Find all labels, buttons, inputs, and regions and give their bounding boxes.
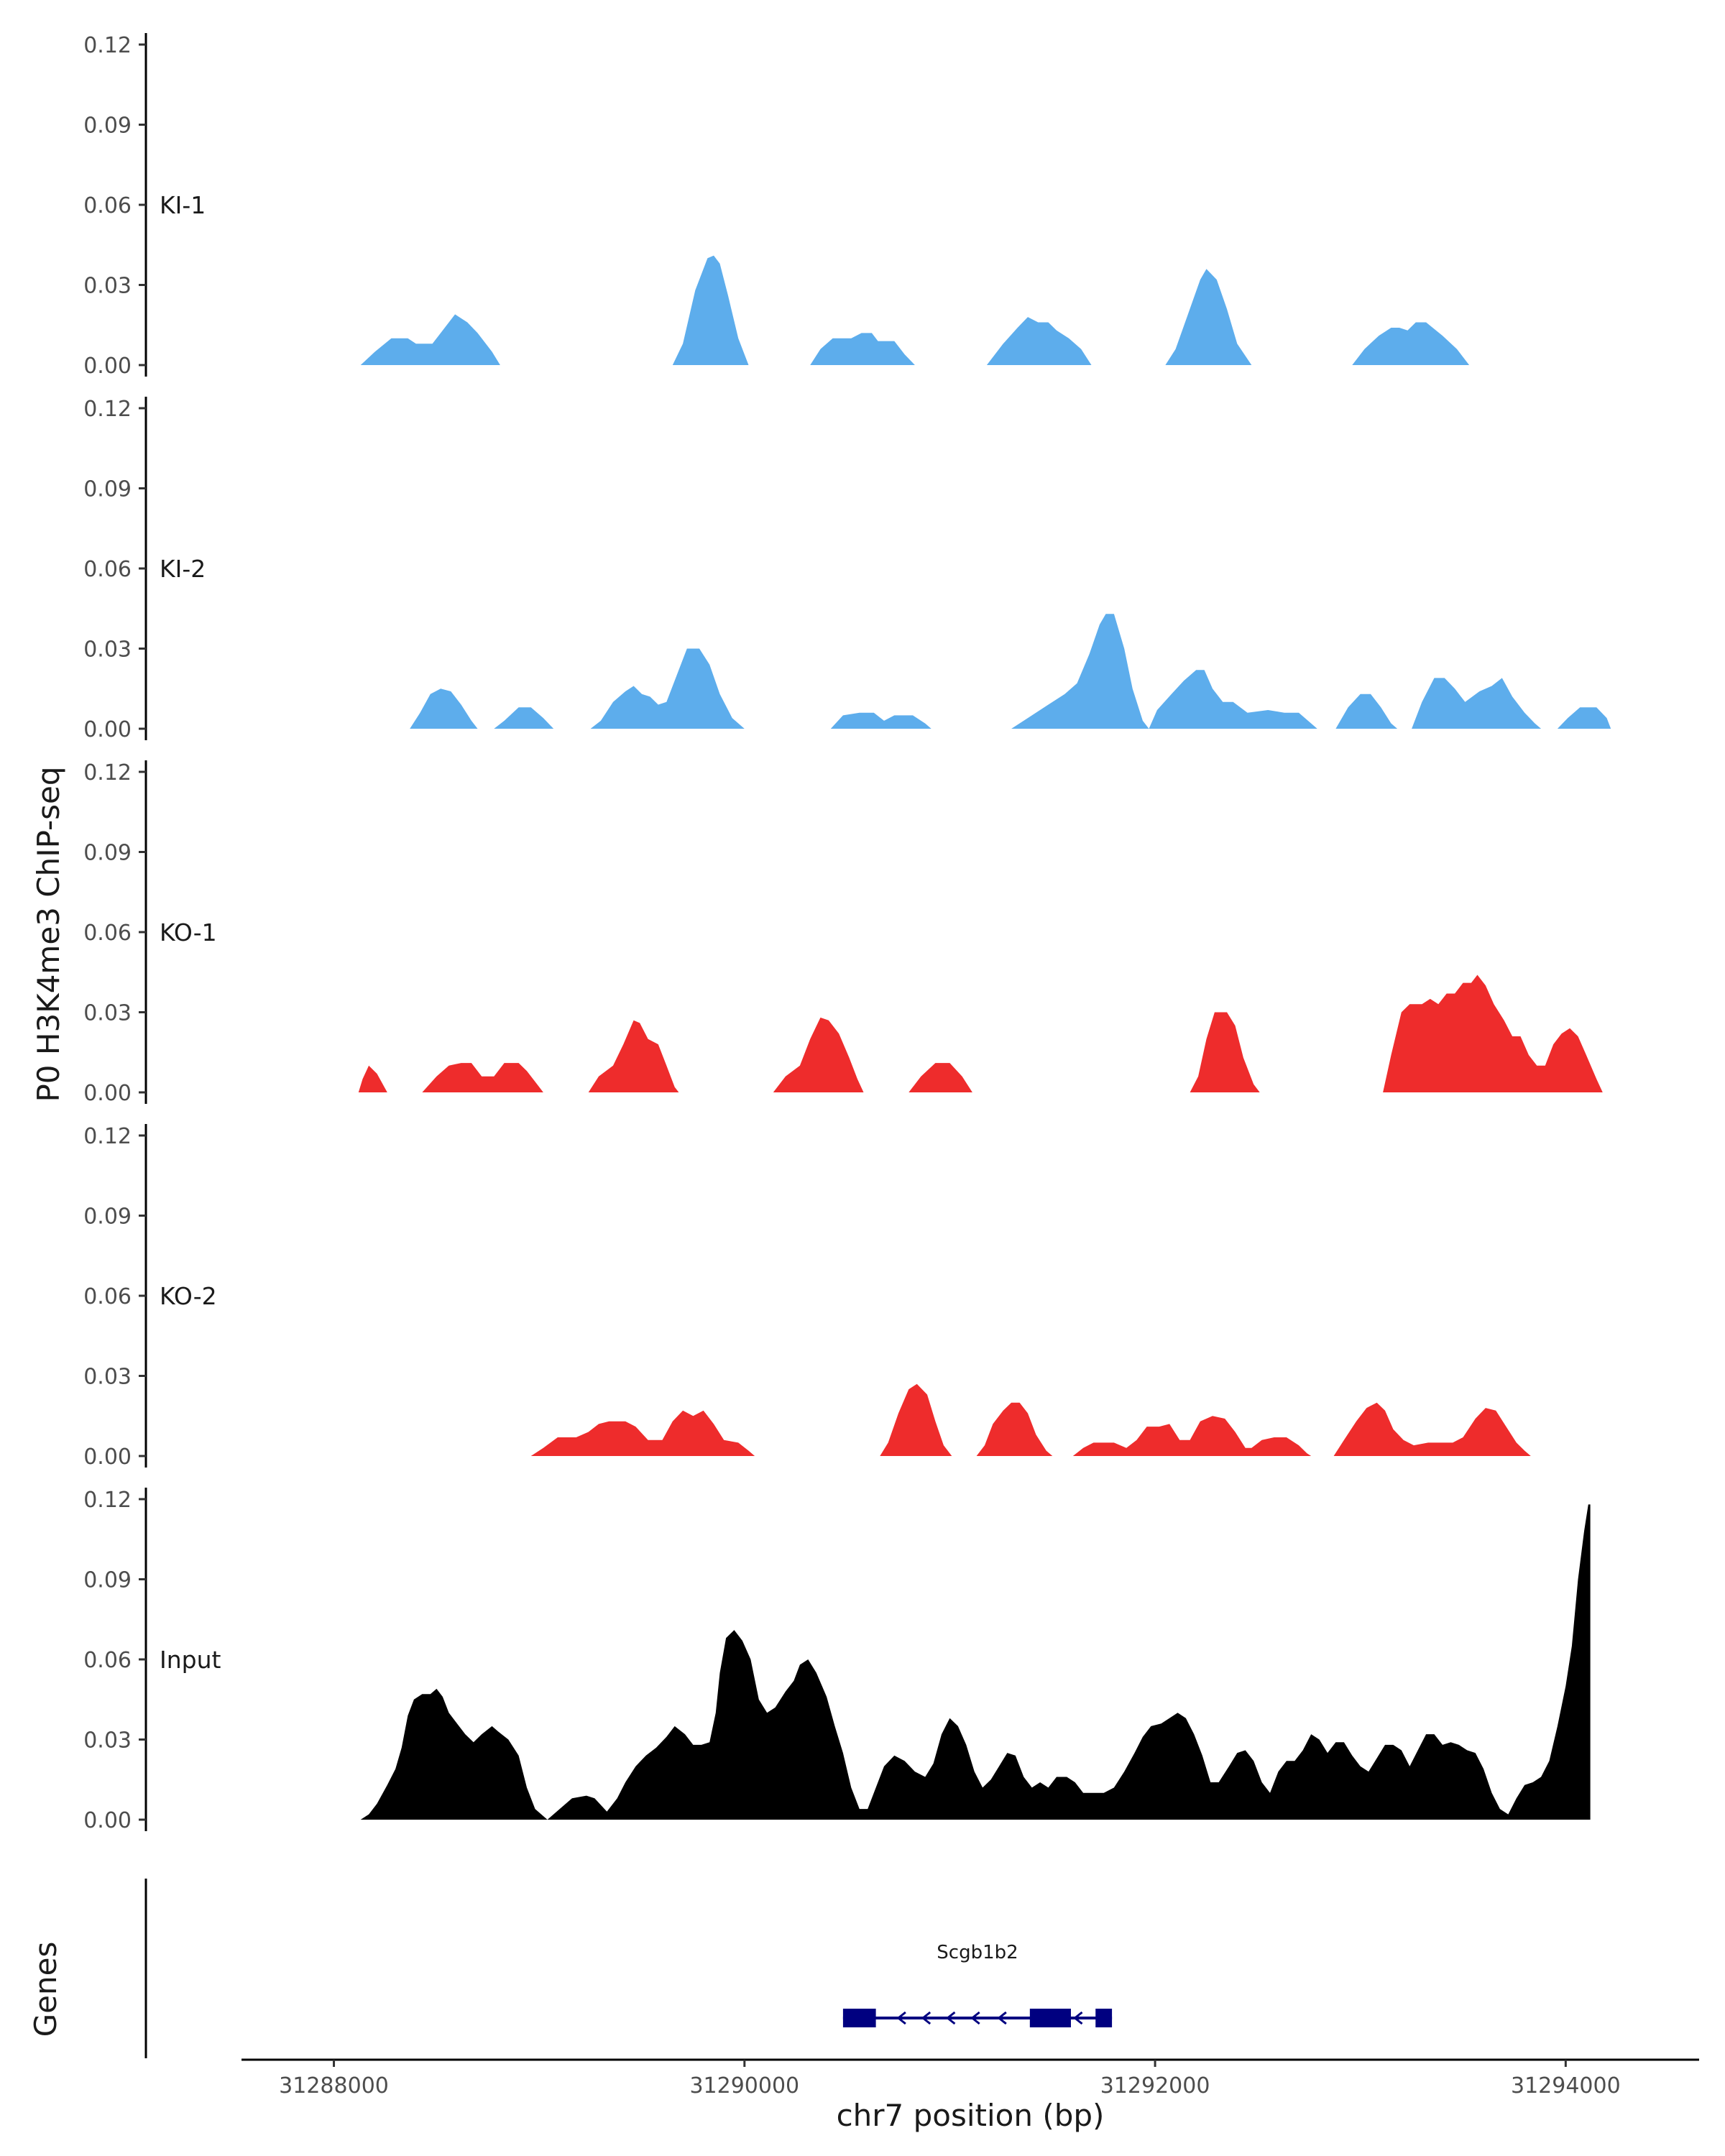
signal-area <box>410 614 1611 729</box>
y-tick-label: 0.09 <box>83 477 132 502</box>
y-tick-label: 0.12 <box>83 760 132 786</box>
track-ki-1: 0.12 0.09 0.06 0.03 0.00 KI-1 <box>83 33 1470 379</box>
y-tick-label: 0.03 <box>83 637 132 663</box>
gene-exon <box>842 2009 876 2027</box>
y-tick-label: 0.03 <box>83 1365 132 1390</box>
signal-tracks: 0.12 0.09 0.06 0.03 0.00 KI-1 0.12 0.09 0.06 0.03… <box>83 33 1611 1833</box>
track-label: KI-1 <box>160 191 206 219</box>
y-tick-label: 0.00 <box>83 1081 132 1106</box>
x-axis: 31288000 31290000 31292000 31294000 <box>242 2058 1699 2099</box>
y-tick-label: 0.09 <box>83 841 132 866</box>
y-tick-label: 0.09 <box>83 114 132 139</box>
strand-arrow <box>921 2011 932 2025</box>
y-tick-label: 0.06 <box>83 921 132 946</box>
y-tick-label: 0.00 <box>83 1808 132 1833</box>
y-tick-label: 0.06 <box>83 1284 132 1309</box>
x-tick-label: 31292000 <box>1100 2073 1210 2099</box>
y-tick-label: 0.03 <box>83 1728 132 1754</box>
signal-area <box>358 975 1603 1092</box>
track-ko-1: 0.12 0.09 0.06 0.03 0.00 KO-1 <box>83 760 1603 1106</box>
track-label: KO-2 <box>160 1282 217 1310</box>
gene-exon <box>1095 2009 1113 2027</box>
track-ki-2: 0.12 0.09 0.06 0.03 0.00 KI-2 <box>83 397 1611 742</box>
gene-name-label: Scgb1b2 <box>937 1942 1018 1963</box>
y-tick-label: 0.12 <box>83 1488 132 1513</box>
y-tick-label: 0.06 <box>83 557 132 582</box>
y-tick-label: 0.03 <box>83 274 132 299</box>
track-ko-2: 0.12 0.09 0.06 0.03 0.00 KO-2 <box>83 1124 1531 1470</box>
signal-area <box>360 1504 1591 1820</box>
x-tick-label: 31288000 <box>279 2073 389 2099</box>
y-tick-label: 0.12 <box>83 33 132 58</box>
genes-panel: Genes Scgb1b2 <box>28 1879 1113 2058</box>
strand-arrow <box>896 2011 906 2025</box>
y-axis-title: P0 H3K4me3 ChIP-seq <box>31 766 66 1102</box>
gene-exon <box>1029 2009 1071 2027</box>
y-tick-label: 0.00 <box>83 717 132 742</box>
track-label: KI-2 <box>160 555 206 583</box>
signal-area <box>530 1383 1531 1456</box>
track-label: KO-1 <box>160 918 217 946</box>
y-tick-label: 0.06 <box>83 193 132 218</box>
y-tick-label: 0.00 <box>83 1445 132 1470</box>
genes-track-label: Genes <box>28 1942 63 2037</box>
y-tick-label: 0.12 <box>83 1124 132 1149</box>
x-axis-title: chr7 position (bp) <box>837 2098 1105 2133</box>
y-tick-label: 0.12 <box>83 397 132 422</box>
signal-area <box>360 255 1470 365</box>
y-tick-label: 0.06 <box>83 1648 132 1673</box>
x-tick-label: 31294000 <box>1511 2073 1621 2099</box>
strand-arrow <box>946 2011 956 2025</box>
track-label: Input <box>160 1646 221 1674</box>
track-input: 0.12 0.09 0.06 0.03 0.00 Input <box>83 1488 1591 1833</box>
y-tick-label: 0.09 <box>83 1204 132 1230</box>
y-tick-label: 0.00 <box>83 354 132 379</box>
strand-arrow <box>997 2011 1007 2025</box>
strand-arrow <box>970 2011 980 2025</box>
y-tick-label: 0.09 <box>83 1568 132 1593</box>
strand-arrow <box>1073 2011 1083 2025</box>
y-tick-label: 0.03 <box>83 1001 132 1026</box>
x-tick-label: 31290000 <box>689 2073 799 2099</box>
